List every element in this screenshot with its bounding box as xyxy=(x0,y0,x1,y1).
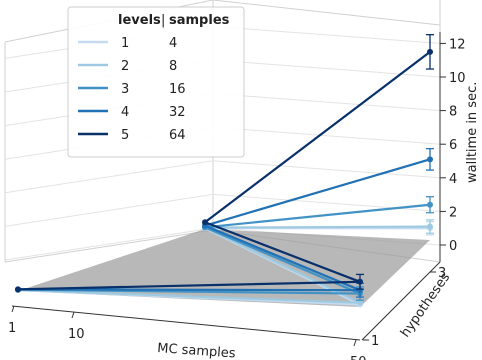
legend-level: 1 xyxy=(121,36,129,51)
legend-level: 2 xyxy=(121,59,129,74)
back-pane-edge xyxy=(213,0,440,25)
z-tick-label: 2 xyxy=(449,205,457,220)
x-tick-label: 10 xyxy=(68,327,85,342)
legend-samples: 8 xyxy=(169,59,177,74)
x-axis-title: MC samples xyxy=(157,341,237,360)
z-tick-label: 6 xyxy=(449,138,457,153)
z-gridline xyxy=(213,194,440,211)
x-axis-line xyxy=(12,306,360,340)
series-point-5 xyxy=(15,286,21,292)
x-tick-label: 1 xyxy=(8,321,16,336)
y-axis-title: hypotheses xyxy=(398,270,453,340)
legend-samples: 64 xyxy=(169,128,186,143)
series-point-5 xyxy=(427,49,433,55)
legend-level: 3 xyxy=(121,82,129,97)
z-gridline xyxy=(213,94,440,111)
z-gridline xyxy=(213,60,440,77)
x-tick xyxy=(72,312,74,318)
legend-header-samples: samples xyxy=(169,13,230,28)
z-gridline xyxy=(213,26,440,43)
z-gridline xyxy=(5,194,213,226)
series-point-2 xyxy=(427,224,433,230)
z-gridline xyxy=(5,161,213,193)
legend-samples: 32 xyxy=(169,105,186,120)
series-point-5 xyxy=(357,279,363,285)
legend-level: 5 xyxy=(121,128,129,143)
z-gridline xyxy=(213,161,440,178)
legend-samples: 16 xyxy=(169,82,186,97)
z-tick-label: 12 xyxy=(449,37,466,52)
series-point-3 xyxy=(427,202,433,208)
legend-samples: 4 xyxy=(169,36,177,51)
z-tick-label: 8 xyxy=(449,105,457,120)
z-tick-label: 10 xyxy=(449,71,466,86)
z-tick-label: 0 xyxy=(449,239,457,254)
x-tick xyxy=(12,306,14,312)
legend-header-levels: levels xyxy=(118,13,161,28)
x-tick-label: 50 xyxy=(350,355,367,360)
legend: levels | samples 1 4 2 8 3 16 4 32 5 64 xyxy=(68,7,244,157)
x-tick xyxy=(354,340,356,346)
reference-plane xyxy=(18,229,430,307)
z-tick-label: 4 xyxy=(449,172,457,187)
y-tick-label: 1 xyxy=(371,334,379,349)
legend-header-separator: | xyxy=(161,13,165,28)
legend-level: 4 xyxy=(121,105,129,120)
z-axis-title: walltime in sec. xyxy=(465,82,480,183)
series-point-5 xyxy=(202,219,208,225)
series-point-4 xyxy=(427,156,433,162)
